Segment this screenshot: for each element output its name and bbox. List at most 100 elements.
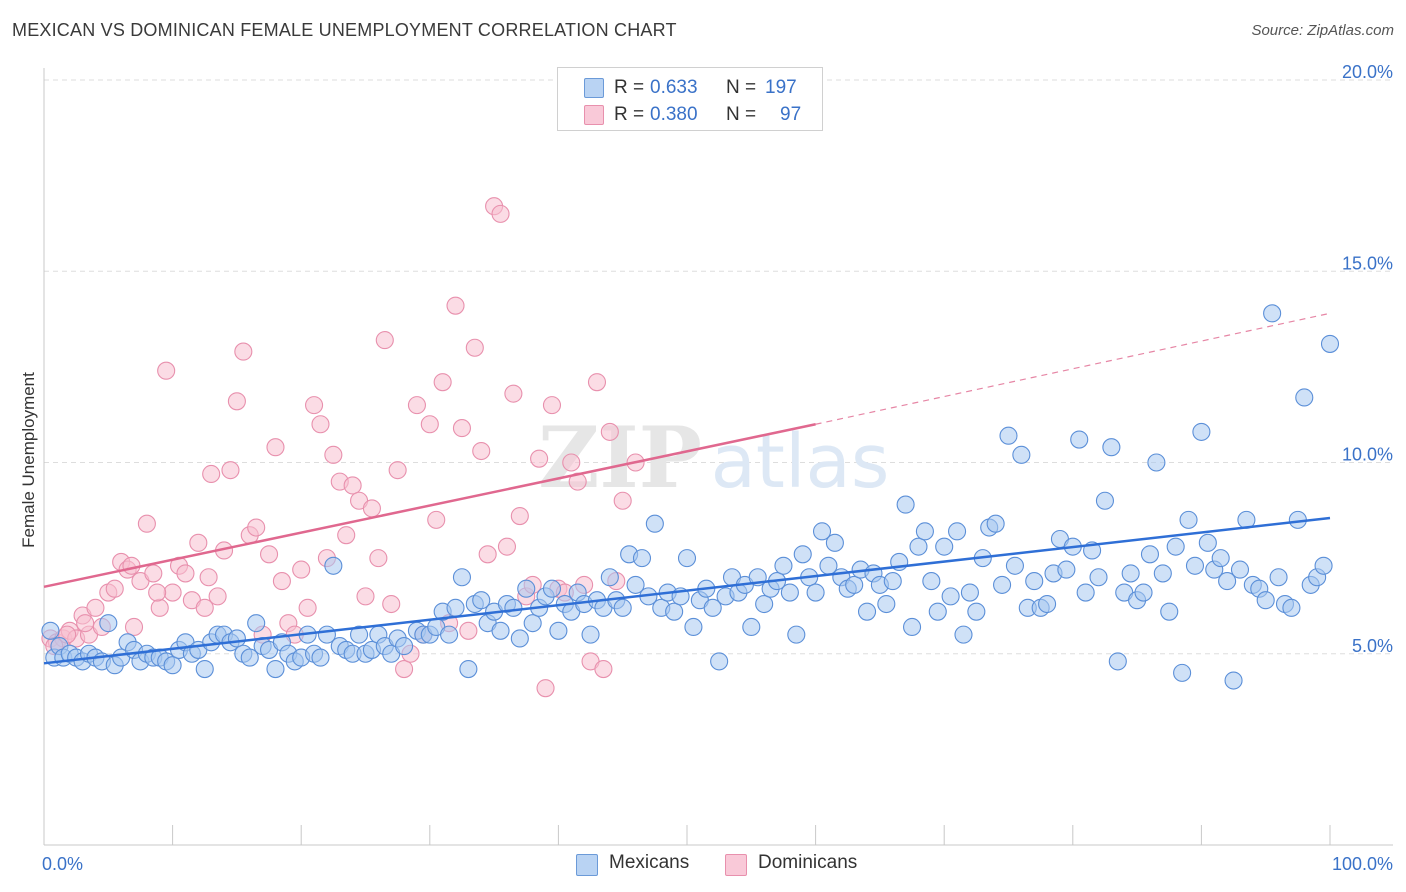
mexicans-trend-line — [43, 516, 1331, 665]
legend-row-dominicans: R = 0.380 N = 97 — [558, 101, 822, 129]
y-tick-label: 10.0% — [1342, 445, 1393, 465]
dominican-point — [491, 204, 510, 223]
dominican-point — [420, 415, 439, 434]
mexicans-swatch — [584, 78, 604, 98]
dominican-point — [305, 396, 324, 415]
mexican-point — [1038, 594, 1057, 614]
source-label: Source: ZipAtlas.com — [1251, 22, 1394, 39]
mexican-point — [902, 617, 922, 637]
dominican-point — [234, 342, 253, 361]
mexican-point — [857, 602, 877, 621]
dominican-point — [105, 579, 124, 598]
mexican-point — [1224, 671, 1243, 690]
mexicans-legend-label: Mexicans — [609, 852, 690, 873]
mexican-point — [703, 598, 722, 617]
mexican-point — [581, 625, 600, 644]
mexicans-legend-swatch — [576, 854, 598, 876]
mexican-point — [626, 575, 645, 594]
dominican-point — [189, 533, 208, 552]
dominican-point — [148, 583, 167, 602]
dominican-point — [530, 449, 549, 468]
dominican-point — [202, 464, 221, 484]
dominican-point — [536, 679, 555, 698]
mexican-point — [993, 575, 1012, 594]
mexican-point — [1218, 572, 1237, 591]
dominican-point — [446, 296, 465, 315]
mexican-point — [491, 621, 510, 640]
dominican-point — [272, 572, 291, 591]
mexican-point — [510, 629, 529, 648]
mexican-point — [240, 648, 259, 667]
mexican-point — [896, 495, 915, 514]
mexican-point — [542, 579, 562, 598]
mexican-point — [1263, 304, 1282, 323]
mexican-point — [1230, 560, 1250, 579]
dominicans-points — [41, 197, 645, 698]
mexican-point — [1160, 602, 1179, 621]
mexican-point — [1211, 549, 1230, 568]
mexican-point — [613, 598, 632, 617]
dominican-point — [510, 506, 529, 526]
mexican-point — [883, 572, 902, 591]
mexican-point — [1070, 430, 1089, 449]
dominican-point — [324, 445, 343, 464]
correlation-legend: R = 0.633 N = 197 R = 0.380 N = 97 — [557, 67, 823, 131]
dominican-point — [388, 461, 407, 480]
dominican-point — [562, 453, 581, 472]
mexican-point — [1256, 591, 1275, 610]
mexican-point — [266, 659, 285, 679]
dominican-point — [157, 361, 176, 380]
dominican-point — [594, 659, 613, 679]
y-tick-label: 15.0% — [1342, 253, 1393, 273]
legend-n-value: 197 — [765, 77, 797, 98]
mexican-point — [845, 575, 864, 594]
mexican-point — [825, 533, 844, 552]
dominican-point — [150, 598, 169, 617]
y-tick-label: 5.0% — [1352, 636, 1393, 656]
mexican-point — [523, 614, 542, 633]
mexican-point — [915, 522, 934, 541]
mexican-point — [1269, 568, 1288, 587]
axis-layer: 5.0% 10.0% 15.0% 20.0% — [43, 62, 1393, 846]
mexican-point — [941, 587, 960, 606]
mexican-point — [1173, 663, 1192, 682]
mexican-point — [774, 556, 793, 575]
mexican-point — [1025, 572, 1044, 591]
mexican-point — [935, 537, 954, 556]
dominican-point — [247, 518, 266, 537]
mexican-point — [549, 621, 568, 640]
dominican-point — [221, 461, 240, 480]
dominican-point — [227, 392, 246, 411]
mexican-point — [877, 594, 896, 614]
dominicans-legend-label: Dominicans — [758, 852, 858, 873]
mexican-point — [665, 602, 684, 621]
mexican-point — [1121, 564, 1140, 583]
mexican-point — [948, 522, 967, 541]
mexican-point — [1192, 422, 1211, 441]
dominican-point — [427, 510, 446, 529]
dominicans-swatch — [584, 105, 604, 125]
mexican-point — [645, 514, 664, 533]
mexican-point — [710, 652, 729, 671]
dominican-point — [199, 568, 218, 587]
legend-r-label: R = — [614, 104, 645, 125]
mexican-point — [517, 579, 536, 598]
mexican-point — [928, 602, 947, 621]
dominican-point — [343, 476, 362, 495]
mexican-point — [677, 549, 697, 568]
mexican-point — [755, 594, 774, 614]
mexican-point — [99, 614, 118, 633]
legend-r-label: R = — [614, 77, 645, 98]
mexican-point — [793, 545, 812, 564]
mexican-point — [163, 656, 182, 675]
y-axis-label: Female Unemployment — [19, 372, 38, 548]
mexican-point — [1166, 537, 1185, 556]
mexican-point — [632, 549, 652, 568]
dominican-point — [356, 587, 375, 606]
dominican-point — [86, 598, 105, 617]
dominican-point — [459, 621, 478, 640]
mexican-point — [1005, 556, 1024, 575]
mexican-point — [1179, 510, 1198, 529]
mexican-point — [780, 583, 799, 602]
